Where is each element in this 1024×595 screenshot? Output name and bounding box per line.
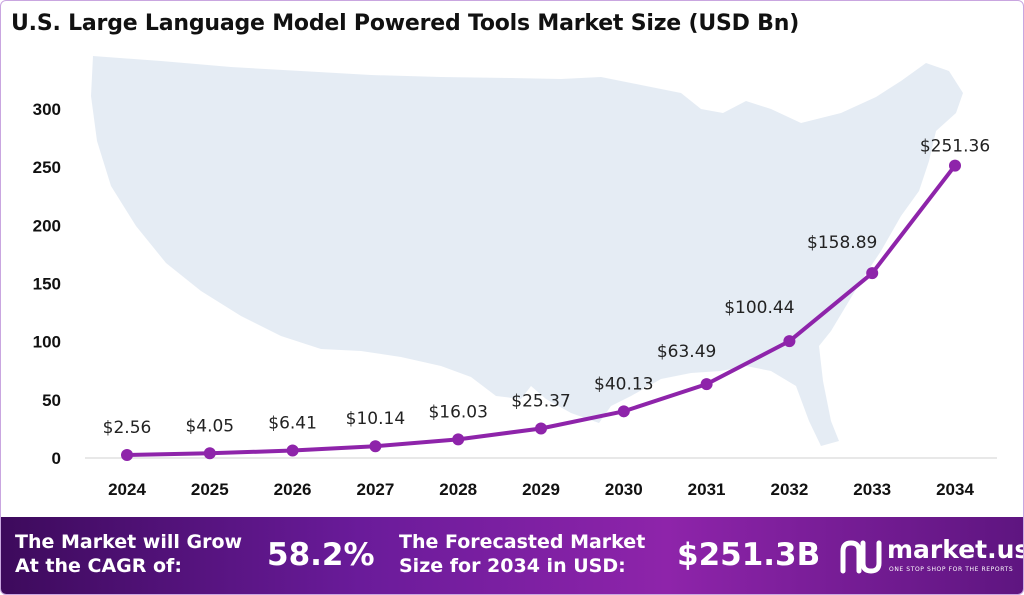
y-tick-label: 0 — [52, 449, 61, 468]
data-point — [286, 444, 299, 457]
data-point — [121, 449, 133, 462]
chart-title: U.S. Large Language Model Powered Tools … — [11, 11, 800, 36]
cagr-label: The Market will Grow At the CAGR of: — [15, 530, 242, 578]
y-tick-label: 150 — [33, 275, 61, 294]
x-tick-label: 2026 — [274, 480, 312, 499]
forecast-label: The Forecasted Market Size for 2034 in U… — [399, 530, 645, 578]
data-label: $2.56 — [103, 418, 152, 438]
data-point — [783, 335, 796, 348]
data-label: $100.44 — [724, 298, 794, 318]
cagr-value: 58.2% — [267, 537, 375, 573]
usa-map-background — [91, 56, 963, 446]
x-tick-label: 2028 — [439, 480, 477, 499]
forecast-label-line1: The Forecasted Market — [399, 531, 646, 553]
line-chart: 0 50 100 150 200 250 300 2024 2025 2026 2027 2028 2… — [33, 56, 997, 499]
data-label: $25.37 — [511, 391, 570, 411]
y-tick-label: 200 — [33, 216, 61, 235]
data-point — [617, 405, 630, 418]
data-label: $158.89 — [807, 233, 877, 253]
brand-logo: market.us ONE STOP SHOP FOR THE REPORTS — [839, 531, 1024, 583]
data-point — [535, 422, 547, 435]
data-label: $4.05 — [185, 416, 234, 436]
brand-tagline: ONE STOP SHOP FOR THE REPORTS — [889, 566, 1014, 573]
cagr-label-line2: At the CAGR of: — [15, 555, 182, 577]
data-point — [452, 433, 465, 446]
y-tick-label: 250 — [33, 158, 61, 177]
x-tick-label: 2027 — [356, 480, 394, 499]
y-tick-label: 300 — [33, 100, 61, 119]
x-tick-label: 2024 — [108, 480, 146, 499]
data-point — [949, 159, 961, 172]
cagr-label-line1: The Market will Grow — [15, 531, 243, 553]
data-label: $40.13 — [594, 374, 653, 394]
x-tick-label: 2031 — [688, 480, 726, 499]
data-point — [203, 447, 216, 460]
x-tick-label: 2033 — [853, 480, 891, 499]
footer-banner: The Market will Grow At the CAGR of: 58.… — [1, 517, 1024, 594]
brand-name: market.us — [887, 535, 1024, 564]
data-label: $63.49 — [657, 342, 716, 362]
x-tick-label: 2032 — [770, 480, 808, 499]
x-tick-label: 2030 — [605, 480, 643, 499]
y-tick-label: 50 — [42, 391, 61, 410]
data-label: $10.14 — [346, 409, 405, 429]
x-tick-label: 2034 — [936, 480, 974, 499]
data-label: $6.41 — [268, 414, 317, 434]
data-label: $16.03 — [428, 402, 487, 422]
x-tick-label: 2025 — [191, 480, 229, 499]
brand-mark-icon — [840, 540, 882, 574]
forecast-label-line2: Size for 2034 in USD: — [399, 555, 626, 577]
data-point — [369, 440, 382, 453]
data-label: $251.36 — [920, 137, 990, 157]
data-point — [866, 267, 879, 280]
x-tick-label: 2029 — [522, 480, 560, 499]
data-point — [700, 378, 713, 391]
y-tick-label: 100 — [33, 333, 61, 352]
forecast-value: $251.3B — [677, 537, 821, 573]
